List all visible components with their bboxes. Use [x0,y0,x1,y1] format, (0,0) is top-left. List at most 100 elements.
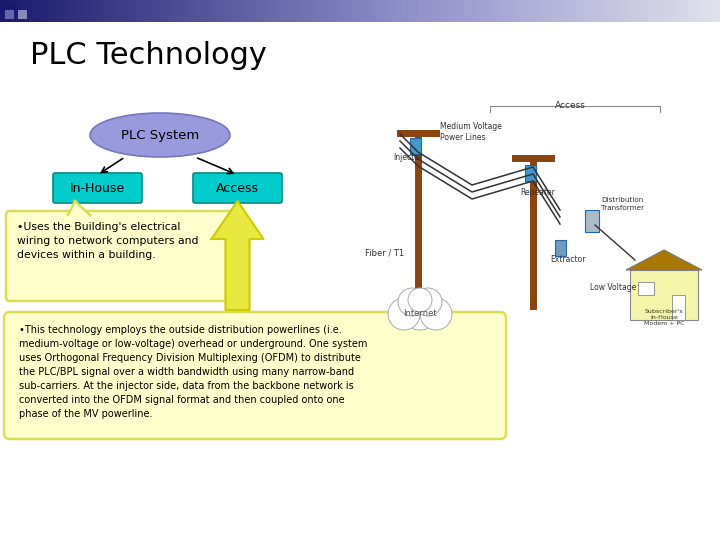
Bar [300,0,302,22]
Bar [429,0,431,22]
Bar [177,0,179,22]
Bar [363,0,365,22]
Bar [704,0,706,22]
Bar [216,0,218,22]
Bar [631,0,633,22]
Bar [636,0,639,22]
Bar [387,0,390,22]
Bar [412,0,414,22]
Bar [333,0,335,22]
Bar [684,0,686,22]
Bar [454,0,456,22]
Bar [670,0,672,22]
Bar [505,0,508,22]
Bar [467,0,469,22]
Bar [258,0,260,22]
Bar [268,0,270,22]
Bar [573,0,575,22]
Bar [225,0,227,22]
Bar [472,0,474,22]
Bar [672,0,675,22]
Bar [307,0,309,22]
Bar [557,0,559,22]
Bar [279,0,282,22]
Text: Access: Access [554,101,585,110]
Bar [589,0,591,22]
Bar [238,0,240,22]
Bar [552,0,554,22]
Bar [533,0,535,22]
Bar [536,0,538,22]
Bar [618,0,620,22]
Bar [230,0,233,22]
Bar [20,0,22,22]
Bar [128,0,130,22]
Bar [336,0,338,22]
Bar [170,0,172,22]
Bar [147,0,149,22]
Bar [343,0,345,22]
Bar [168,0,171,22]
Bar [390,0,392,22]
Bar [350,0,352,22]
Bar [297,0,299,22]
Bar [719,0,720,22]
Bar [7,0,9,22]
Bar [605,0,607,22]
Bar [655,0,657,22]
Bar [677,0,679,22]
Bar [408,0,410,22]
Bar [687,0,689,22]
Text: •Uses the Building's electrical
wiring to network computers and
devices within a: •Uses the Building's electrical wiring t… [17,222,199,260]
Bar [96,0,99,22]
Bar [514,0,516,22]
Bar [577,0,580,22]
Text: PLC Technology: PLC Technology [30,40,267,70]
Bar [422,0,424,22]
Bar [374,0,377,22]
Bar [269,0,271,22]
Bar [415,0,417,22]
Bar [664,0,666,22]
Bar [130,0,132,22]
Bar [66,0,68,22]
Bar [245,0,247,22]
Bar [428,0,430,22]
Bar [91,0,93,22]
Bar [638,0,640,22]
Bar [521,0,523,22]
Bar [48,0,50,22]
Bar [85,0,87,22]
Bar [308,0,310,22]
Bar [599,0,601,22]
Bar [665,0,667,22]
Bar [351,0,354,22]
Bar [516,0,518,22]
Bar [410,0,413,22]
Bar [212,0,214,22]
Bar [173,0,175,22]
Bar [282,0,284,22]
Bar [166,0,168,22]
Bar [598,0,600,22]
Text: PLC System: PLC System [121,129,199,141]
Bar [240,0,243,22]
Bar [334,0,336,22]
Bar [45,0,47,22]
Bar [508,0,510,22]
Bar [259,0,261,22]
Bar [99,0,102,22]
Bar [301,0,303,22]
Bar [242,0,244,22]
Bar [423,0,426,22]
Bar [265,0,267,22]
Bar [647,0,649,22]
Bar [18,10,27,19]
Bar [5,10,14,19]
Bar [150,0,152,22]
Bar [413,0,415,22]
Bar [409,0,411,22]
Bar [140,0,142,22]
Bar [122,0,125,22]
Bar [223,0,225,22]
